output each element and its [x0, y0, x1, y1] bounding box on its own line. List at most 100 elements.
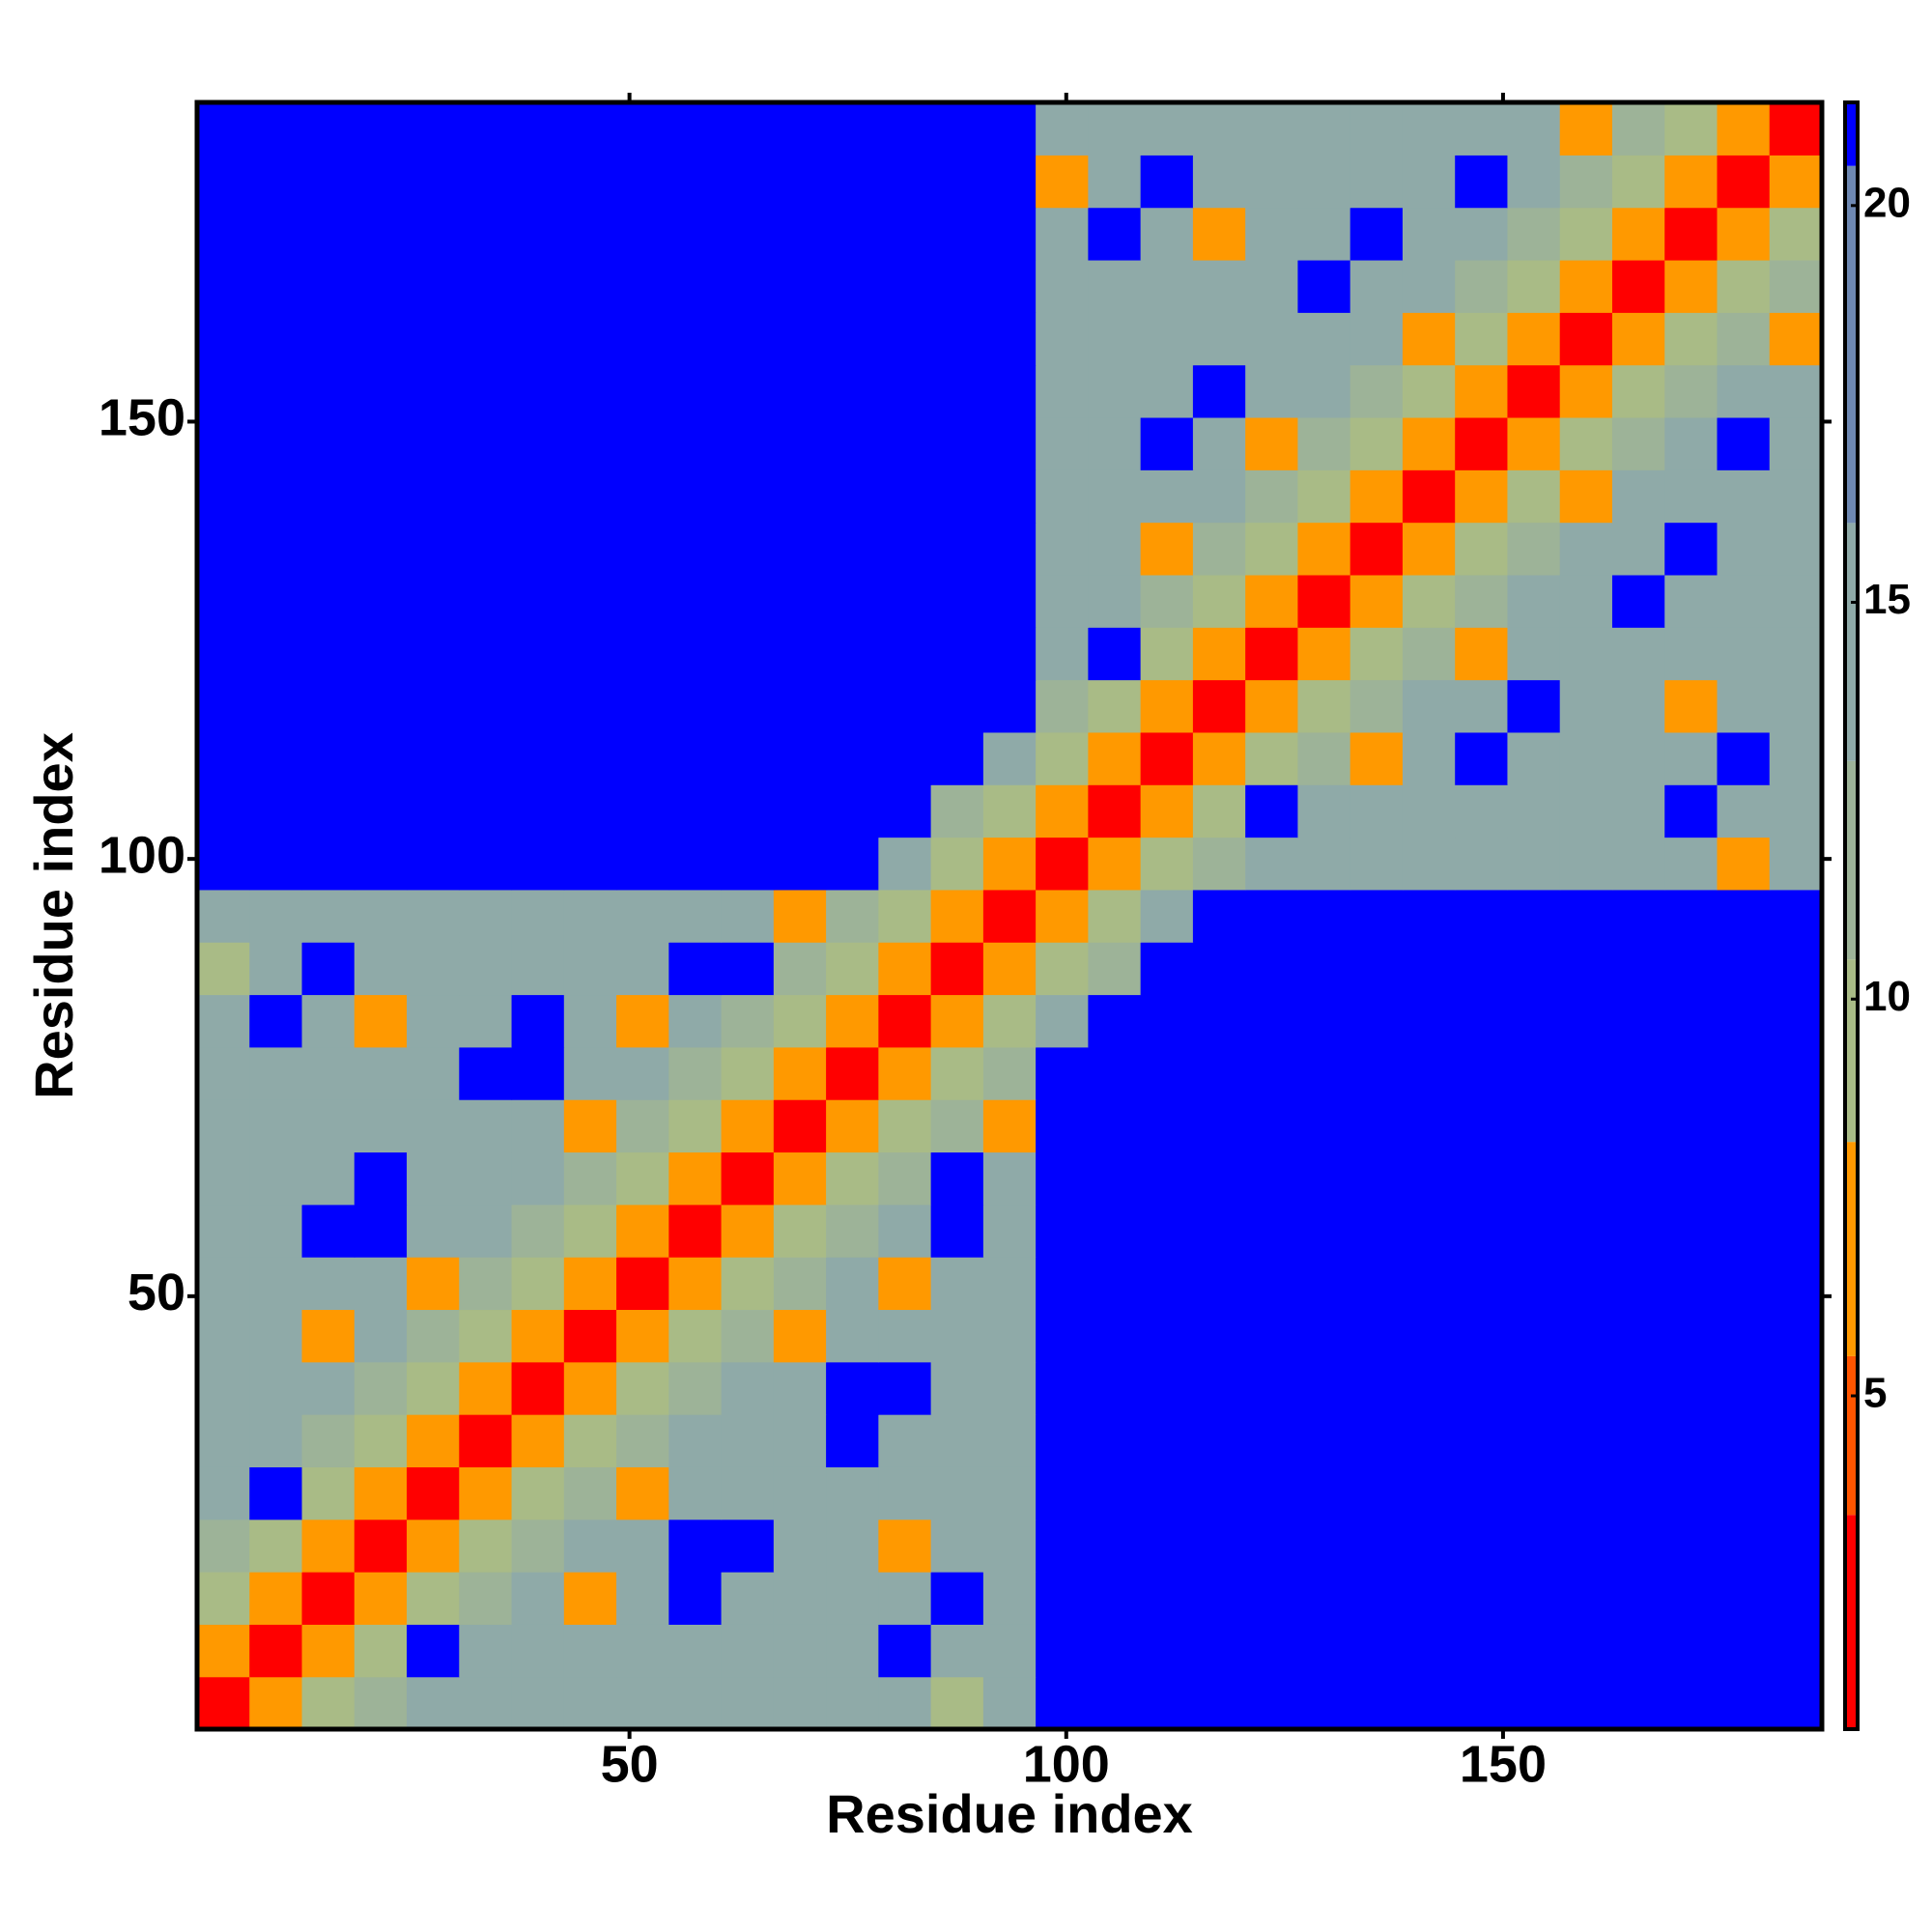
heatmap-cell — [563, 1099, 617, 1153]
heatmap-cell — [982, 1572, 1037, 1625]
heatmap-cell — [1297, 837, 1351, 891]
heatmap-cell — [1140, 1676, 1194, 1730]
heatmap-cell — [197, 469, 250, 524]
heatmap-cell — [1769, 627, 1823, 681]
heatmap-cell — [1297, 679, 1351, 733]
heatmap-cell — [1036, 1257, 1089, 1311]
heatmap-cell — [930, 1519, 984, 1573]
heatmap-cell — [511, 1046, 565, 1100]
heatmap-cell — [826, 994, 879, 1048]
heatmap-cell — [878, 1257, 932, 1311]
heatmap-cell — [982, 312, 1037, 366]
heatmap-cell — [459, 1414, 513, 1467]
heatmap-cell — [1245, 627, 1299, 681]
heatmap-cell — [1350, 1519, 1404, 1573]
heatmap-cell — [563, 679, 617, 733]
heatmap-cell — [1507, 1309, 1561, 1363]
heatmap-cell — [459, 574, 513, 628]
heatmap-cell — [301, 942, 355, 996]
heatmap-cell — [616, 1309, 669, 1363]
heatmap-cell — [407, 155, 460, 209]
heatmap-cell — [721, 1257, 775, 1311]
heatmap-cell — [301, 522, 355, 576]
heatmap-cell — [826, 522, 879, 576]
heatmap-cell — [1664, 994, 1719, 1048]
heatmap-cell — [1455, 574, 1509, 628]
heatmap-cell — [197, 1204, 250, 1258]
heatmap-cell — [459, 1624, 513, 1678]
heatmap-cell — [301, 1046, 355, 1100]
heatmap-cell — [1350, 837, 1404, 891]
heatmap-cell — [1402, 416, 1456, 470]
heatmap-cell — [1402, 679, 1456, 733]
heatmap-cell — [1036, 574, 1089, 628]
heatmap-cell — [354, 1361, 408, 1415]
heatmap-cell — [511, 522, 565, 576]
heatmap-cell — [1717, 259, 1771, 313]
heatmap-cell — [1192, 416, 1246, 470]
heatmap-cell — [616, 102, 669, 156]
heatmap-cell — [1192, 1151, 1246, 1206]
colorbar-tick-label: 20 — [1863, 179, 1911, 226]
x-tick-label: 100 — [1023, 1735, 1110, 1793]
heatmap-cell — [668, 1624, 723, 1678]
heatmap-cell — [1245, 416, 1299, 470]
heatmap-cell — [668, 731, 723, 785]
heatmap-cell — [407, 1676, 460, 1730]
heatmap-cell — [773, 994, 827, 1048]
heatmap-cell — [1664, 522, 1719, 576]
heatmap-cell — [982, 155, 1037, 209]
heatmap-cell — [1664, 784, 1719, 838]
heatmap-cell — [511, 731, 565, 785]
heatmap-cell — [1611, 364, 1665, 418]
heatmap-cell — [1559, 469, 1613, 524]
heatmap-cell — [563, 627, 617, 681]
heatmap-cell — [407, 364, 460, 418]
heatmap-cell — [878, 364, 932, 418]
heatmap-cell — [773, 1572, 827, 1625]
heatmap-cell — [459, 312, 513, 366]
heatmap-cell — [982, 1624, 1037, 1678]
heatmap-cell — [249, 784, 303, 838]
heatmap-cell — [1350, 1257, 1404, 1311]
heatmap-cell — [1297, 627, 1351, 681]
heatmap-cell — [1717, 155, 1771, 209]
heatmap-cell — [197, 259, 250, 313]
heatmap-cell — [1559, 1257, 1613, 1311]
heatmap-cell — [930, 837, 984, 891]
heatmap-cell — [1350, 469, 1404, 524]
heatmap-cell — [668, 837, 723, 891]
heatmap-cell — [1140, 207, 1194, 261]
heatmap-cell — [982, 1204, 1037, 1258]
heatmap-cell — [1455, 1519, 1509, 1573]
heatmap-cell — [826, 1204, 879, 1258]
heatmap-cell — [1402, 1466, 1456, 1520]
heatmap-cell — [1297, 1204, 1351, 1258]
heatmap-cell — [1717, 994, 1771, 1048]
heatmap-cell — [982, 994, 1037, 1048]
heatmap-cell — [616, 784, 669, 838]
heatmap-cell — [1559, 942, 1613, 996]
heatmap-cell — [511, 994, 565, 1048]
heatmap-cell — [773, 1466, 827, 1520]
heatmap-cell — [1088, 1676, 1142, 1730]
heatmap-cell — [878, 207, 932, 261]
heatmap-cell — [826, 1624, 879, 1678]
heatmap-cell — [197, 1099, 250, 1153]
heatmap-cell — [930, 784, 984, 838]
heatmap-cell — [773, 731, 827, 785]
heatmap-cell — [721, 364, 775, 418]
heatmap-cell — [1507, 102, 1561, 156]
heatmap-cell — [826, 679, 879, 733]
heatmap-cell — [1611, 679, 1665, 733]
heatmap-cell — [1245, 1414, 1299, 1467]
heatmap-cell — [1350, 155, 1404, 209]
heatmap-cell — [1140, 1572, 1194, 1625]
x-axis-title: Residue index — [826, 1783, 1193, 1844]
heatmap-cell — [249, 1257, 303, 1311]
heatmap-cell — [1350, 679, 1404, 733]
heatmap-cell — [721, 259, 775, 313]
heatmap-cell — [1559, 1204, 1613, 1258]
heatmap-cell — [1192, 889, 1246, 943]
heatmap-cell — [668, 627, 723, 681]
